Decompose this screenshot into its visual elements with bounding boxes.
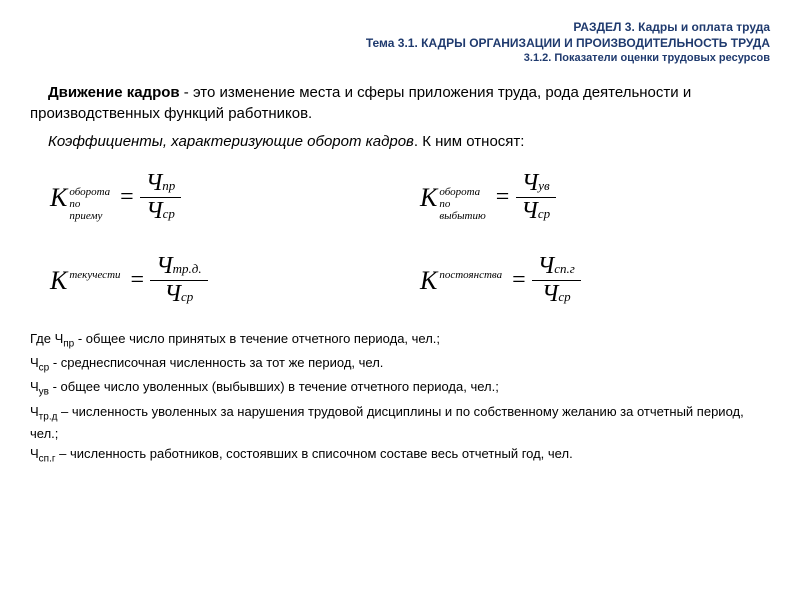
sub-block: оборота по выбытию	[439, 186, 485, 222]
legend-row: Где Чпр - общее число принятых в течение…	[30, 330, 770, 352]
header-line-1: РАЗДЕЛ 3. Кадры и оплата труда	[30, 20, 770, 36]
p2-rest: . К ним относят:	[414, 133, 525, 150]
fraction: Чпр Чср	[140, 170, 182, 225]
formula-oborota-priemu: K оборота по приему = Чпр Чср	[50, 170, 400, 225]
formulas-grid: K оборота по приему = Чпр Чср K оборота …	[50, 170, 770, 308]
sub-block: оборота по приему	[69, 186, 110, 222]
term-bold: Движение кадров	[48, 84, 180, 101]
paragraph-1: Движение кадров - это изменение места и …	[30, 83, 770, 124]
header-line-2: Тема 3.1. КАДРЫ ОРГАНИЗАЦИИ И ПРОИЗВОДИТ…	[30, 36, 770, 52]
p2-ital: Коэффициенты, характеризующие оборот кад…	[48, 133, 414, 150]
sub-block: текучести	[69, 269, 120, 281]
paragraph-2: Коэффициенты, характеризующие оборот кад…	[30, 132, 770, 152]
legend-row: Чсп.г – численность работников, состоявш…	[30, 445, 770, 467]
sub-block: постоянства	[439, 269, 502, 281]
legend: Где Чпр - общее число принятых в течение…	[30, 330, 770, 467]
formula-tekuchesti: K текучести = Чтр.д. Чср	[50, 253, 400, 308]
legend-row: Чтр.д – численность уволенных за нарушен…	[30, 403, 770, 444]
fraction: Чсп.г Чср	[532, 253, 581, 308]
legend-row: Чув - общее число уволенных (выбывших) в…	[30, 378, 770, 400]
formula-oborota-vybytiu: K оборота по выбытию = Чув Чср	[420, 170, 770, 225]
page-header: РАЗДЕЛ 3. Кадры и оплата труда Тема 3.1.…	[30, 20, 770, 65]
fraction: Чув Чср	[515, 170, 556, 225]
header-line-3: 3.1.2. Показатели оценки трудовых ресурс…	[30, 51, 770, 65]
fraction: Чтр.д. Чср	[150, 253, 208, 308]
legend-row: Чср - среднесписочная численность за тот…	[30, 354, 770, 376]
formula-postoyanstva: K постоянства = Чсп.г Чср	[420, 253, 770, 308]
